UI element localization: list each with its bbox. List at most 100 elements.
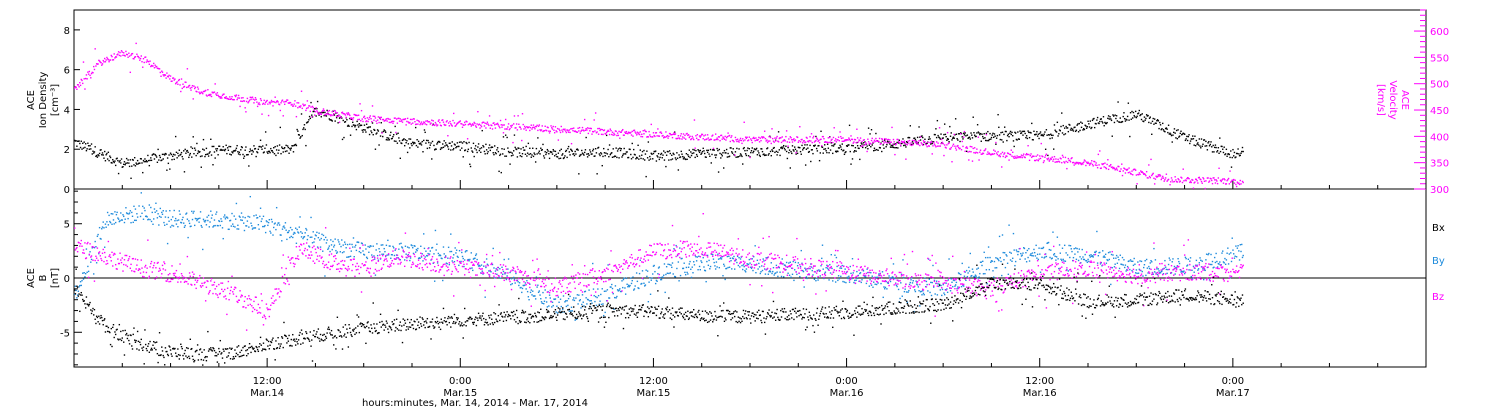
velocity-point	[1213, 179, 1216, 181]
velocity-point	[1060, 158, 1062, 160]
by-point	[548, 305, 550, 307]
velocity-point	[101, 63, 104, 65]
velocity-point	[1048, 160, 1051, 162]
velocity-point	[916, 141, 919, 143]
by-point	[750, 267, 753, 270]
velocity-point	[748, 136, 751, 138]
by-point	[163, 224, 166, 226]
by-point	[821, 257, 823, 260]
by-point	[668, 272, 670, 275]
by-point	[537, 291, 540, 294]
velocity-point	[349, 117, 352, 120]
velocity-point	[649, 135, 652, 138]
velocity-point	[185, 81, 187, 84]
by-point	[353, 255, 355, 258]
velocity-point	[480, 124, 482, 126]
velocity-point	[201, 91, 203, 94]
ion-density-point	[1053, 124, 1056, 126]
ion-density-point	[886, 144, 888, 146]
velocity-point	[854, 139, 857, 141]
ion-density-point	[1128, 119, 1130, 121]
ion-density-point	[976, 124, 979, 126]
ion-density-point	[218, 145, 220, 147]
velocity-point	[963, 130, 966, 133]
ion-density-point	[1137, 113, 1139, 115]
velocity-point	[902, 141, 904, 143]
velocity-point	[871, 137, 873, 140]
by-point	[1003, 252, 1006, 254]
ion-density-point	[250, 150, 252, 152]
ion-density-point	[508, 151, 511, 154]
field-legend: Bx By Bz	[1432, 223, 1445, 303]
ion-density-point	[839, 144, 841, 147]
by-point	[944, 288, 947, 291]
ion-density-point	[305, 122, 308, 124]
velocity-point	[510, 126, 513, 128]
ion-density-point	[257, 148, 260, 150]
ion-density-point	[165, 153, 167, 155]
ion-density-point	[1020, 132, 1023, 134]
ion-density-point	[416, 139, 418, 141]
ion-density-point	[634, 154, 636, 156]
by-point	[624, 293, 627, 295]
velocity-point	[1198, 176, 1201, 179]
ion-density-point	[1174, 132, 1176, 134]
by-point	[123, 215, 125, 218]
ion-density-point	[1078, 122, 1081, 125]
ion-density-point	[361, 129, 363, 131]
ion-density-point	[581, 152, 584, 154]
velocity-point	[242, 97, 244, 99]
ion-density-point	[862, 146, 864, 149]
velocity-point	[614, 130, 617, 132]
by-point	[257, 224, 260, 226]
ion-density-point	[867, 127, 870, 129]
by-point	[747, 263, 749, 265]
ion-density-point	[488, 144, 491, 146]
by-point	[398, 243, 401, 245]
by-point	[436, 243, 438, 245]
ion-density-point	[656, 155, 658, 157]
by-point	[518, 284, 520, 287]
by-point	[370, 245, 372, 247]
ion-density-point	[863, 144, 865, 146]
velocity-point	[175, 82, 178, 84]
velocity-point	[129, 71, 132, 74]
velocity-point	[1147, 177, 1149, 179]
by-point	[502, 270, 505, 273]
by-point	[1110, 283, 1112, 286]
by-point	[480, 264, 483, 266]
velocity-point	[1069, 159, 1071, 162]
ion-density-point	[756, 154, 759, 156]
by-point	[485, 266, 487, 269]
velocity-point	[1153, 177, 1155, 180]
velocity-point	[471, 124, 473, 126]
by-point	[1111, 267, 1113, 269]
by-point	[539, 294, 541, 296]
velocity-point	[263, 99, 265, 102]
ion-density-point	[836, 150, 838, 152]
ion-density-point	[460, 141, 462, 143]
by-point	[766, 268, 768, 271]
ion-density-point	[106, 158, 109, 160]
velocity-point	[771, 128, 773, 130]
by-point	[93, 273, 95, 275]
ion-density-point	[199, 155, 202, 158]
by-point	[338, 241, 340, 243]
ion-density-point	[942, 137, 944, 139]
by-point	[957, 286, 959, 288]
velocity-point	[1077, 163, 1080, 165]
velocity-point	[196, 86, 199, 88]
ion-density-point	[595, 152, 598, 154]
velocity-point	[294, 100, 296, 102]
by-point	[245, 225, 248, 227]
ion-density-point	[311, 114, 313, 116]
velocity-point	[589, 130, 591, 132]
by-point	[318, 232, 320, 234]
by-point	[182, 216, 184, 219]
by-point	[745, 268, 748, 270]
ion-density-point	[998, 126, 1000, 129]
velocity-point	[1129, 172, 1132, 175]
velocity-point	[441, 119, 443, 122]
by-point	[1056, 236, 1059, 238]
by-point	[608, 297, 611, 299]
